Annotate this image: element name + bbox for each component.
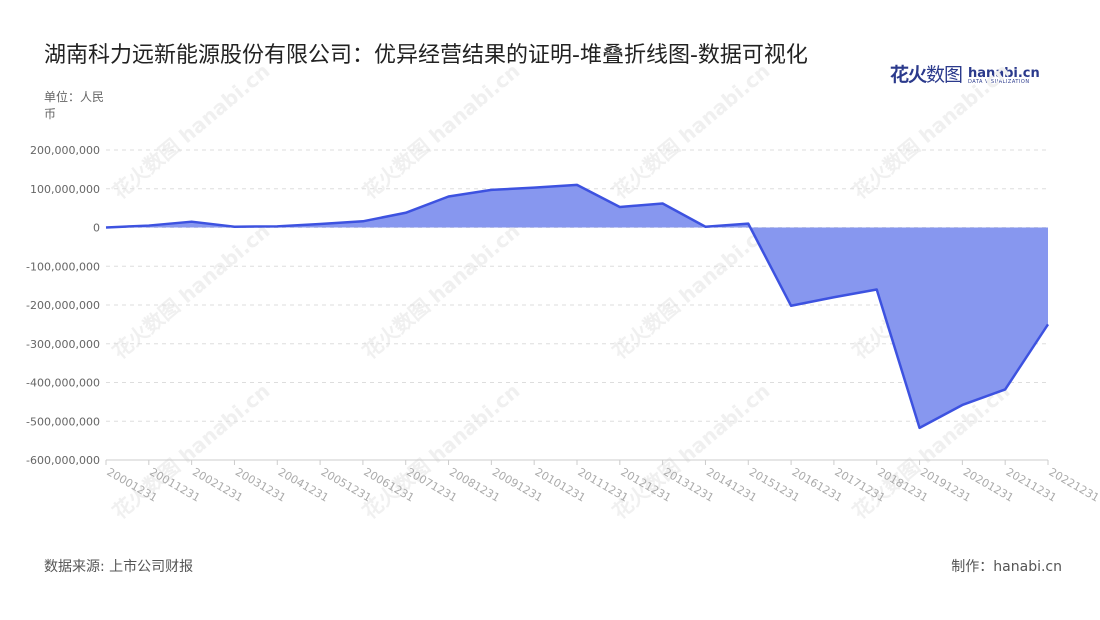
- watermark-text: 花火数图 hanabi.cn: [848, 59, 1015, 204]
- y-tick-label: 200,000,000: [30, 144, 100, 157]
- y-tick-label: -300,000,000: [26, 338, 100, 351]
- x-axis-ticks: 2000123120011231200212312003123120041231…: [105, 465, 1100, 504]
- axes: [105, 459, 1049, 465]
- chart-title: 湖南科力远新能源股份有限公司：优异经营结果的证明-堆叠折线图-数据可视化: [44, 43, 808, 68]
- y-tick-label: -100,000,000: [26, 260, 100, 273]
- watermark-text: 花火数图 hanabi.cn: [608, 59, 775, 204]
- series-area: [106, 184, 1048, 428]
- watermark-text: 花火数图 hanabi.cn: [358, 379, 525, 524]
- series-line: [105, 183, 1050, 430]
- unit-label: 单位：人民币: [44, 90, 105, 121]
- watermark-text: 花火数图 hanabi.cn: [608, 219, 775, 364]
- brand-logo: 花火数图 hanabi.cn DATA VISUALIZATION: [890, 60, 1040, 87]
- logo-chinese: 花火数图: [890, 64, 963, 86]
- area-layer: [105, 183, 1050, 430]
- credit: 制作：hanabi.cn: [951, 559, 1062, 575]
- y-tick-label: -200,000,000: [26, 299, 100, 312]
- y-axis-ticks: 200,000,000 100,000,000 0 -100,000,000 -200,…: [26, 144, 100, 467]
- watermark-text: 花火数图 hanabi.cn: [108, 219, 275, 364]
- logo-english: hanabi.cn: [968, 66, 1040, 81]
- watermark-text: 花火数图 hanabi.cn: [358, 219, 525, 364]
- y-tick-label: -400,000,000: [26, 377, 100, 390]
- watermark-text: 花火数图 hanabi.cn: [108, 379, 275, 524]
- watermark-text: 花火数图 hanabi.cn: [108, 59, 275, 204]
- watermark-text: 花火数图 hanabi.cn: [358, 59, 525, 204]
- data-source: 数据来源: 上市公司财报: [44, 559, 194, 575]
- y-tick-label: 100,000,000: [30, 183, 100, 196]
- logo-subtitle: DATA VISUALIZATION: [968, 79, 1030, 85]
- y-tick-label: -500,000,000: [26, 415, 100, 428]
- y-tick-label: -600,000,000: [26, 454, 100, 467]
- y-tick-label: 0: [93, 222, 100, 235]
